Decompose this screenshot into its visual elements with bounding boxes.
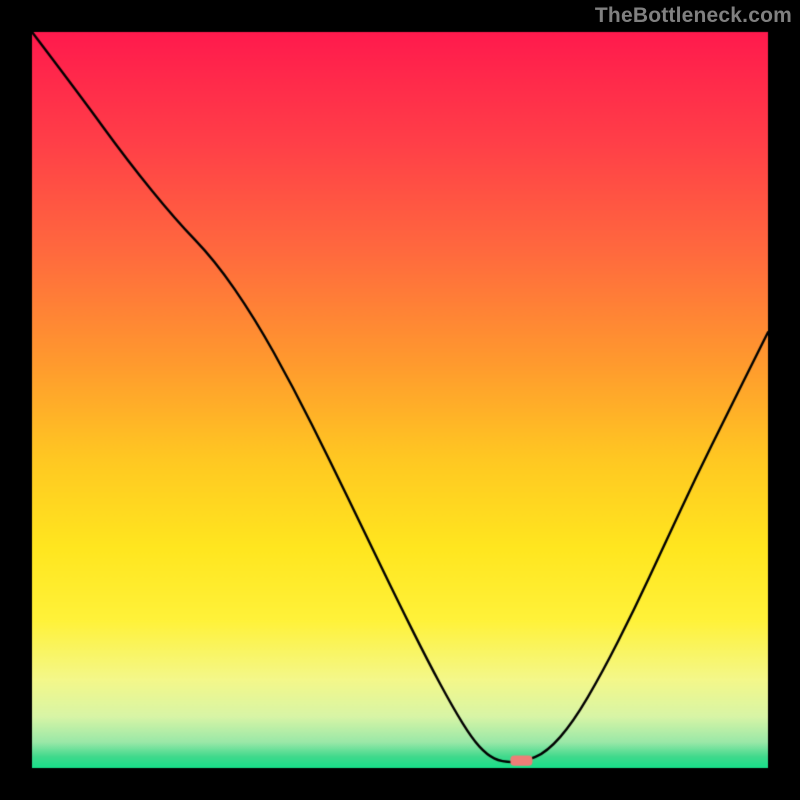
chart-canvas [0, 0, 800, 800]
attribution-text: TheBottleneck.com [595, 4, 792, 28]
